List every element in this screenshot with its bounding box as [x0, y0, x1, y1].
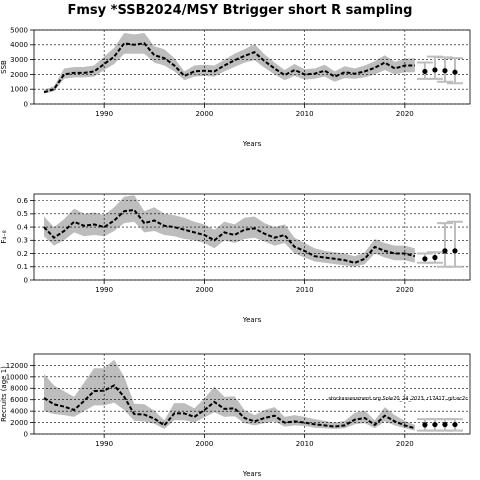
- y-tick-label: 10000: [6, 373, 28, 381]
- y-tick-label: 12000: [6, 362, 28, 370]
- figure-title: Fmsy *SSB2024/MSY Btrigger short R sampl…: [68, 3, 413, 18]
- forecast-point: [452, 421, 458, 428]
- y-tick-label: 0.6: [17, 197, 29, 205]
- x-tick-label: 1990: [95, 440, 113, 448]
- y-tick-label: 0.3: [17, 237, 28, 245]
- y-tick-label: 1000: [10, 86, 28, 94]
- plot-frame: [33, 353, 471, 435]
- y-tick-label: 3000: [10, 56, 28, 64]
- x-tick-label: 2020: [396, 286, 414, 294]
- y-tick-label: 0.4: [17, 223, 29, 231]
- forecast-point: [442, 421, 448, 428]
- forecast-point: [452, 248, 458, 254]
- x-tick-label: 2020: [396, 110, 414, 118]
- panel-1: 1990 2000 2010 2020 0 1000 2000 3000 4000 5000 Yea…: [0, 26, 471, 148]
- plot-frame: [33, 29, 471, 105]
- figure-annotation: stockassessment.org.Sole20_24_2023, r174…: [328, 396, 468, 402]
- y-tick-label: 0.5: [17, 210, 28, 218]
- y-axis-title: Recruits (age 1): [0, 366, 8, 422]
- forecast-point: [432, 67, 438, 73]
- y-tick-label: 4000: [10, 41, 28, 49]
- x-tick-label: 2010: [296, 286, 314, 294]
- x-axis-title: Years: [242, 470, 262, 478]
- panel-2: 1990 2000 2010 2020 0 0.1 0.2 0.3 0.4 0.5 0.6 Years…: [0, 193, 471, 324]
- confidence-band: [44, 359, 415, 431]
- y-tick-label: 5000: [10, 26, 28, 34]
- x-tick-label: 2020: [396, 440, 414, 448]
- forecast-point: [442, 68, 448, 74]
- y-tick-label: 4000: [10, 408, 28, 416]
- y-tick-label: 0: [24, 430, 28, 438]
- x-tick-label: 2010: [296, 440, 314, 448]
- y-tick-label: 0.2: [17, 250, 28, 258]
- y-tick-label: 0.1: [17, 263, 28, 271]
- x-tick-label: 2000: [195, 110, 213, 118]
- y-tick-label: 0: [24, 276, 28, 284]
- forecast-point: [422, 68, 428, 75]
- x-axis-title: Years: [242, 316, 262, 324]
- y-tick-label: 2000: [10, 419, 28, 427]
- forecast-point: [452, 69, 458, 75]
- x-tick-label: 1990: [95, 286, 113, 294]
- confidence-band: [44, 33, 415, 94]
- y-tick-label: 8000: [10, 385, 28, 393]
- y-axis-title: SSB: [0, 60, 8, 74]
- x-axis-title: Years: [242, 140, 262, 148]
- confidence-band: [44, 195, 415, 267]
- forecast-point: [442, 248, 448, 254]
- x-tick-label: 2000: [195, 286, 213, 294]
- forecast-point: [432, 421, 438, 428]
- y-tick-label: 2000: [10, 71, 28, 79]
- y-tick-label: 0: [24, 100, 28, 108]
- x-tick-label: 2010: [296, 110, 314, 118]
- y-axis-title: F₄₋₈: [0, 230, 8, 244]
- estimate-line: [43, 208, 416, 264]
- plot-frame: [33, 193, 471, 281]
- forecast-point: [432, 254, 438, 261]
- estimate-line: [43, 42, 415, 94]
- panel-3: 1990 2000 2010 2020 0 2000 4000 6000 8000 10000 12…: [0, 353, 471, 478]
- x-tick-label: 1990: [95, 110, 113, 118]
- x-tick-label: 2000: [195, 440, 213, 448]
- y-tick-label: 6000: [10, 396, 28, 404]
- estimate-line: [43, 384, 416, 430]
- forecast-point: [422, 422, 428, 428]
- forecast-point: [422, 256, 428, 262]
